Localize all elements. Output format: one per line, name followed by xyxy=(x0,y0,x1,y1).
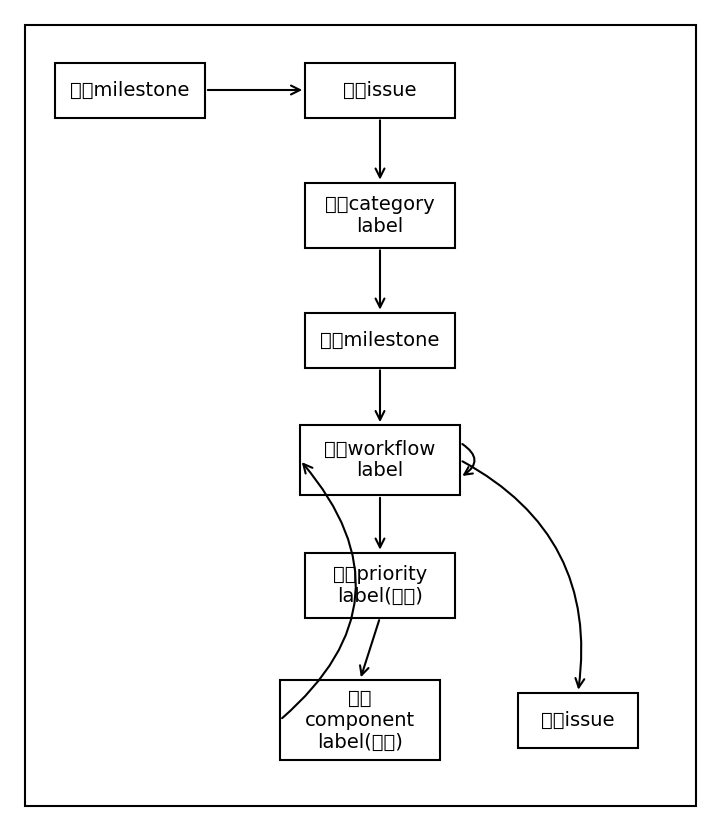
Text: 创建issue: 创建issue xyxy=(343,81,417,100)
Text: 选择workflow
label: 选择workflow label xyxy=(324,440,435,480)
Text: 选择priority
label(可选): 选择priority label(可选) xyxy=(333,564,427,606)
Text: 关闭issue: 关闭issue xyxy=(541,711,615,730)
Text: 选择
component
label(可选): 选择 component label(可选) xyxy=(305,689,415,751)
FancyBboxPatch shape xyxy=(25,25,696,806)
FancyBboxPatch shape xyxy=(55,62,205,117)
FancyBboxPatch shape xyxy=(305,183,455,248)
Text: 选择milestone: 选择milestone xyxy=(320,331,440,350)
FancyBboxPatch shape xyxy=(305,312,455,367)
FancyBboxPatch shape xyxy=(305,62,455,117)
Text: 创建milestone: 创建milestone xyxy=(71,81,190,100)
FancyBboxPatch shape xyxy=(518,692,638,748)
FancyBboxPatch shape xyxy=(300,425,460,495)
FancyBboxPatch shape xyxy=(305,553,455,617)
FancyBboxPatch shape xyxy=(280,680,440,760)
Text: 选择category
label: 选择category label xyxy=(325,194,435,235)
